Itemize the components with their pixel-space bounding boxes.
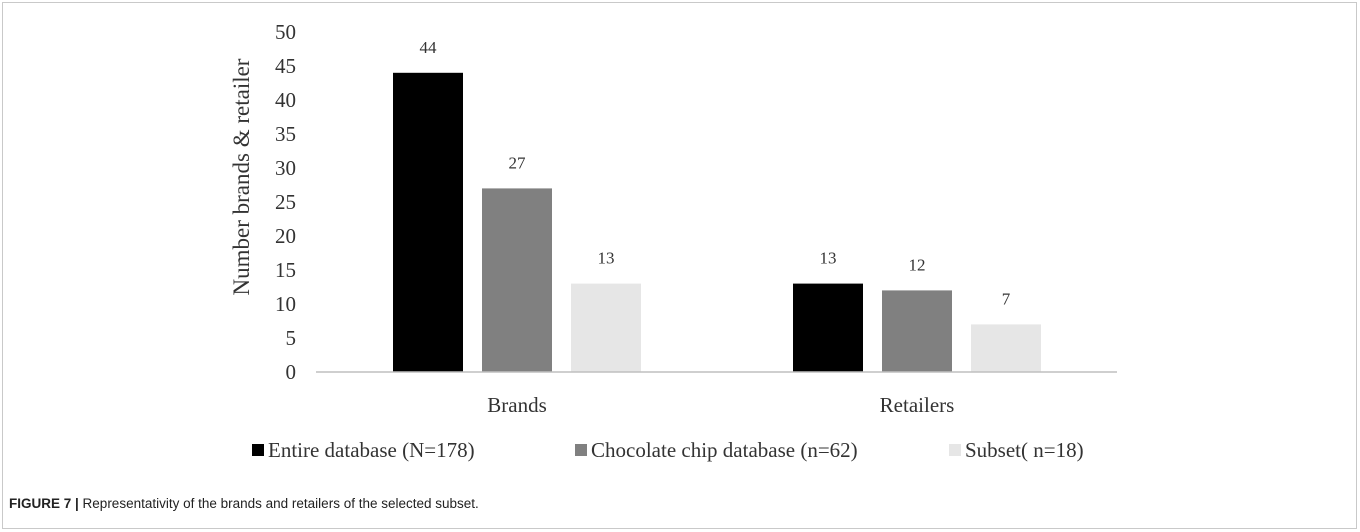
- y-tick-label: 50: [275, 20, 296, 44]
- data-label: 7: [1002, 289, 1011, 308]
- legend: Entire database (N=178) Chocolate chip da…: [252, 438, 1084, 462]
- y-tick-label: 15: [275, 258, 296, 282]
- bar: [571, 283, 641, 372]
- x-category-label: Retailers: [880, 393, 955, 417]
- bar: [482, 188, 552, 372]
- legend-label: Entire database (N=178): [268, 438, 475, 462]
- caption-text: Representativity of the brands and retai…: [78, 496, 479, 511]
- y-tick-label: 40: [275, 88, 296, 112]
- y-tick-label: 35: [275, 122, 296, 146]
- data-label: 13: [820, 249, 837, 268]
- y-tick-label: 25: [275, 190, 296, 214]
- data-label: 27: [509, 153, 527, 172]
- y-axis-label: Number brands & retailer: [229, 58, 254, 295]
- y-axis-ticks: 0 5 10 15 20 25 30 35 40 45 50: [275, 20, 296, 384]
- legend-label: Chocolate chip database (n=62): [591, 438, 858, 462]
- legend-label: Subset( n=18): [965, 438, 1084, 462]
- bar: [882, 290, 952, 372]
- legend-swatch: [252, 444, 264, 456]
- x-category-label: Brands: [487, 393, 547, 417]
- x-axis-categories: Brands Retailers: [487, 393, 954, 417]
- y-tick-label: 30: [275, 156, 296, 180]
- data-label: 44: [420, 38, 438, 57]
- caption-label: FIGURE 7 |: [9, 496, 79, 511]
- data-label: 13: [598, 249, 615, 268]
- legend-swatch: [949, 444, 961, 456]
- y-tick-label: 0: [286, 360, 297, 384]
- y-tick-label: 10: [275, 292, 296, 316]
- bar: [393, 72, 463, 373]
- data-label: 12: [909, 255, 926, 274]
- y-tick-label: 5: [286, 326, 297, 350]
- bar: [971, 324, 1041, 372]
- y-tick-label: 20: [275, 224, 296, 248]
- y-tick-label: 45: [275, 54, 296, 78]
- figure-caption: FIGURE 7 | Representativity of the brand…: [9, 496, 479, 511]
- bars-group: 44 27 13 13 12 7: [393, 38, 1041, 373]
- bar: [793, 283, 863, 372]
- legend-swatch: [575, 444, 587, 456]
